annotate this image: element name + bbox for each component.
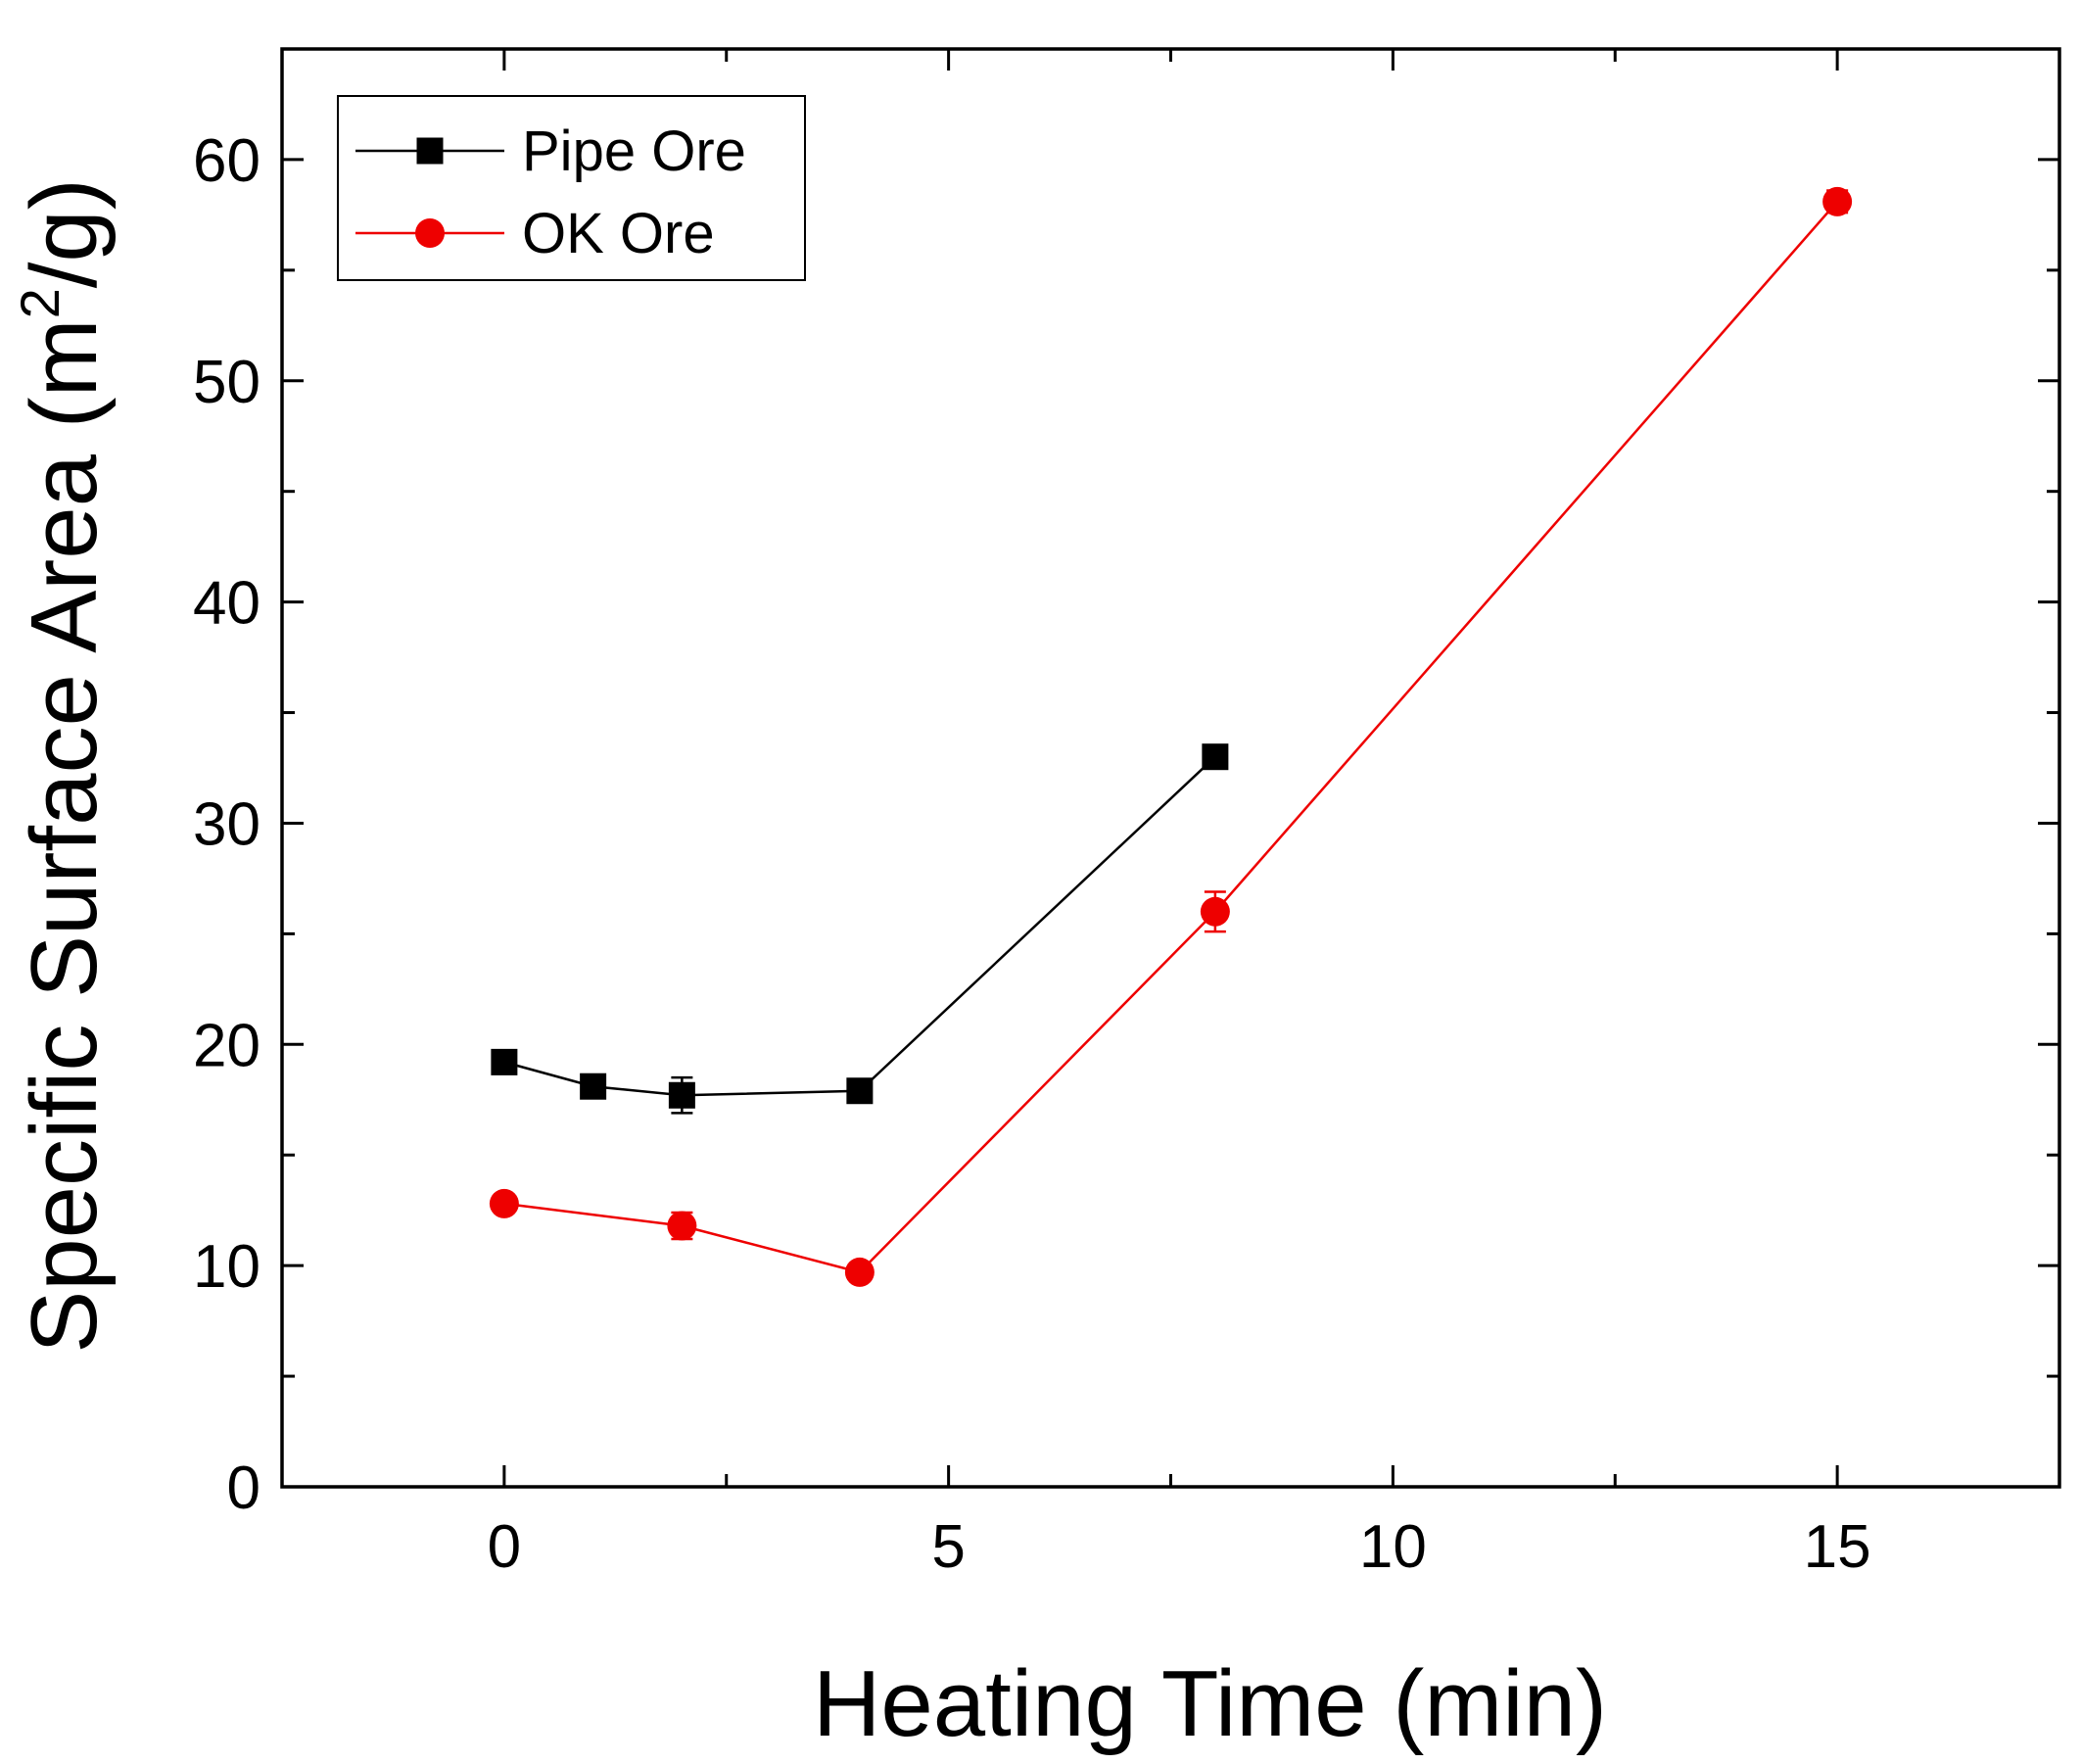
- data-point: [846, 1077, 874, 1105]
- x-tick-label: 15: [1804, 1513, 1871, 1581]
- x-tick-label: 0: [488, 1513, 521, 1581]
- y-tick-label: 60: [193, 127, 260, 195]
- series-pipe-ore: [491, 743, 1229, 1115]
- y-tick-label: 30: [193, 790, 260, 858]
- y-axis-ticks: [282, 158, 2059, 1489]
- y-axis-title: Specific Surface Area (m2/g): [9, 178, 117, 1354]
- data-point: [668, 1081, 695, 1109]
- legend-marker-pipe-ore: [416, 137, 444, 165]
- data-point: [1200, 896, 1230, 927]
- legend-label-pipe-ore: Pipe Ore: [522, 119, 746, 183]
- data-point: [491, 1048, 518, 1075]
- y-axis-title-superscript: 2: [9, 288, 71, 318]
- legend-marker-ok-ore: [415, 218, 445, 248]
- data-point: [1202, 743, 1229, 771]
- series-layer: [489, 186, 1853, 1287]
- y-axis-title-suffix: /g): [12, 178, 117, 288]
- data-point: [667, 1211, 697, 1241]
- x-tick-label: 10: [1359, 1513, 1427, 1581]
- x-axis-tick-labels: 0 5 10 15: [488, 1513, 1871, 1581]
- y-tick-label: 40: [193, 570, 260, 638]
- legend-label-ok-ore: OK Ore: [522, 202, 715, 265]
- data-point: [1822, 186, 1853, 216]
- x-axis-ticks: [502, 49, 1839, 1487]
- y-tick-label: 10: [193, 1233, 260, 1301]
- y-tick-label: 50: [193, 349, 260, 416]
- legend: Pipe Ore OK Ore: [337, 95, 806, 281]
- data-point: [489, 1188, 519, 1218]
- data-point: [580, 1073, 607, 1100]
- data-point: [844, 1257, 875, 1287]
- legend-box: [337, 95, 806, 281]
- x-axis-title: Heating Time (min): [813, 1651, 1607, 1756]
- y-axis-tick-labels: 0 10 20 30 40 50 60: [193, 127, 260, 1522]
- legend-entry-pipe-ore: Pipe Ore: [355, 119, 746, 183]
- y-tick-label: 20: [193, 1012, 260, 1079]
- series-ok-ore: [489, 186, 1853, 1287]
- legend-entry-ok-ore: OK Ore: [355, 202, 715, 265]
- y-axis-title-prefix: Specific Surface Area (m: [12, 318, 117, 1353]
- y-tick-label: 0: [227, 1454, 260, 1522]
- x-tick-label: 5: [931, 1513, 965, 1581]
